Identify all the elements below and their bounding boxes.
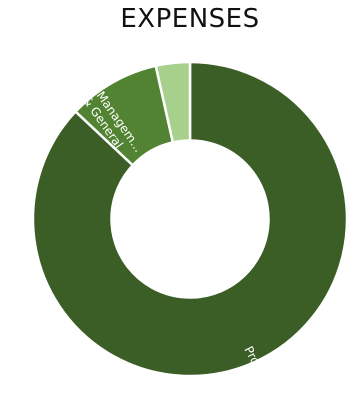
donut-slice-3 — [154, 60, 192, 144]
chart-title: EXPENSES — [120, 4, 260, 34]
donut-slice-1 — [31, 60, 349, 378]
